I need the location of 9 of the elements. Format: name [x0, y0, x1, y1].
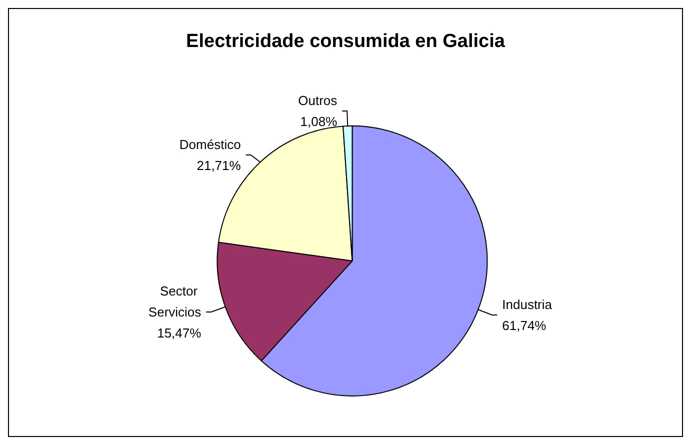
slice-label: Doméstico — [179, 137, 241, 152]
data-label: 15,47% — [157, 325, 202, 340]
data-label: 21,71% — [196, 158, 242, 174]
slice-label: Outros — [298, 93, 338, 108]
chart-title: Electricidade consumida en Galicia — [186, 31, 506, 52]
data-label: 61,74% — [502, 318, 547, 334]
data-label: 1,08% — [300, 114, 338, 130]
slice-label: Sector Servicios — [148, 283, 202, 320]
slice-label: Industria — [502, 297, 553, 312]
